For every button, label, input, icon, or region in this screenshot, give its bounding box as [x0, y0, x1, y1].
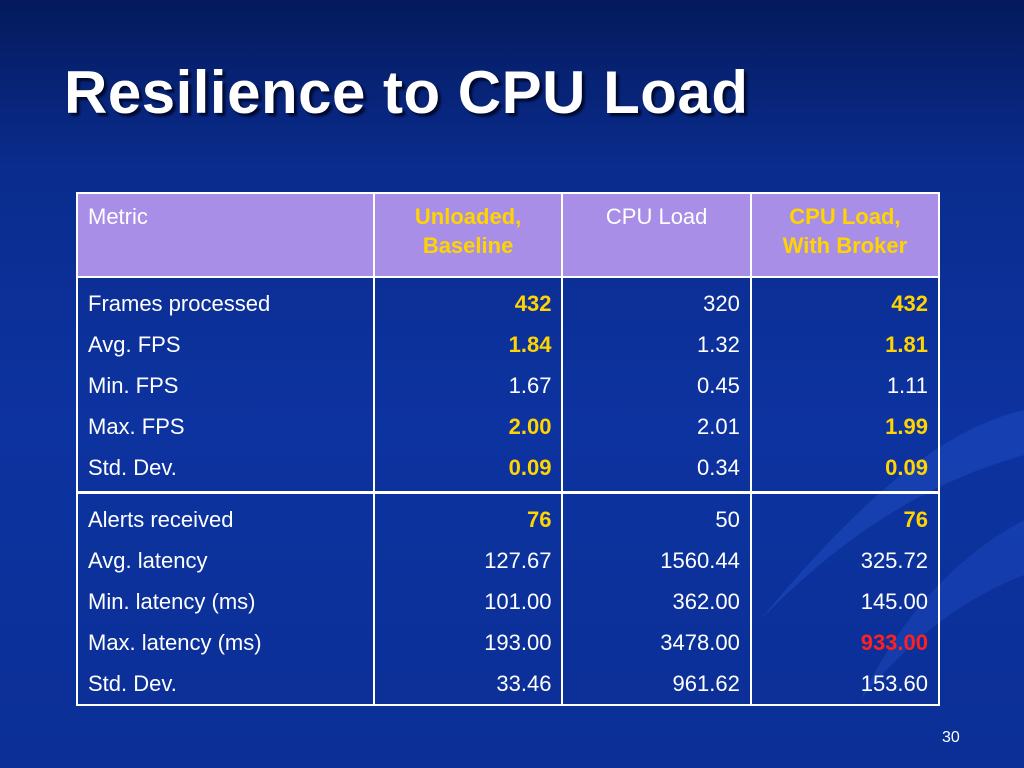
- cell-with-broker: 325.72: [749, 540, 941, 581]
- table-row: Alerts received 76 50 76: [76, 492, 941, 540]
- row-label: Avg. latency: [76, 540, 375, 581]
- table-group-frames: Frames processed 432 320 432 Avg. FPS 1.…: [76, 277, 941, 494]
- cell-unloaded: 1.84: [372, 324, 564, 365]
- row-label: Alerts received: [76, 492, 375, 540]
- cell-unloaded: 1.67: [372, 365, 564, 406]
- cell-unloaded: 193.00: [372, 622, 564, 663]
- table-row: Max. FPS 2.00 2.01 1.99: [76, 406, 941, 447]
- cell-unloaded: 127.67: [372, 540, 564, 581]
- row-label: Min. FPS: [76, 365, 375, 406]
- cell-unloaded: 76: [372, 492, 564, 540]
- table-row: Std. Dev. 0.09 0.34 0.09: [76, 447, 941, 494]
- table-row: Frames processed 432 320 432: [76, 277, 941, 324]
- row-label: Std. Dev.: [76, 447, 375, 494]
- cell-cpu-load: 320: [561, 277, 752, 324]
- cell-unloaded: 432: [372, 277, 564, 324]
- table-group-alerts: Alerts received 76 50 76 Avg. latency 12…: [76, 492, 941, 705]
- cell-cpu-load: 50: [561, 492, 752, 540]
- header-cpu-load: CPU Load: [561, 193, 752, 278]
- cell-with-broker: 153.60: [749, 663, 941, 705]
- table-row: Avg. FPS 1.84 1.32 1.81: [76, 324, 941, 365]
- cell-cpu-load: 2.01: [561, 406, 752, 447]
- table-row: Min. FPS 1.67 0.45 1.11: [76, 365, 941, 406]
- cell-unloaded: 33.46: [372, 663, 564, 705]
- cell-with-broker: 145.00: [749, 581, 941, 622]
- header-unloaded-baseline: Unloaded, Baseline: [372, 193, 564, 278]
- cell-with-broker: 933.00: [749, 622, 941, 663]
- page-number: 30: [942, 729, 960, 746]
- row-label: Frames processed: [76, 277, 375, 324]
- cell-with-broker: 1.99: [749, 406, 941, 447]
- header-metric: Metric: [76, 193, 375, 278]
- cell-unloaded: 101.00: [372, 581, 564, 622]
- cell-unloaded: 0.09: [372, 447, 564, 494]
- cell-with-broker: 1.11: [749, 365, 941, 406]
- header-cpu-load-with-broker-label: CPU Load, With Broker: [782, 204, 908, 258]
- table-row: Avg. latency 127.67 1560.44 325.72: [76, 540, 941, 581]
- header-cpu-load-with-broker: CPU Load, With Broker: [749, 193, 941, 278]
- cell-cpu-load: 961.62: [561, 663, 752, 705]
- row-label: Avg. FPS: [76, 324, 375, 365]
- header-unloaded-baseline-label: Unloaded, Baseline: [414, 204, 522, 258]
- cell-cpu-load: 0.34: [561, 447, 752, 494]
- cell-cpu-load: 1.32: [561, 324, 752, 365]
- row-label: Max. latency (ms): [76, 622, 375, 663]
- row-label: Max. FPS: [76, 406, 375, 447]
- table-row: Std. Dev. 33.46 961.62 153.60: [76, 663, 941, 705]
- row-label: Min. latency (ms): [76, 581, 375, 622]
- cell-cpu-load: 0.45: [561, 365, 752, 406]
- cell-with-broker: 0.09: [749, 447, 941, 494]
- table-row: Max. latency (ms) 193.00 3478.00 933.00: [76, 622, 941, 663]
- metrics-table: Metric Unloaded, Baseline CPU Load CPU L…: [76, 192, 941, 706]
- cell-cpu-load: 3478.00: [561, 622, 752, 663]
- table-header-row: Metric Unloaded, Baseline CPU Load CPU L…: [76, 193, 941, 278]
- table-row: Min. latency (ms) 101.00 362.00 145.00: [76, 581, 941, 622]
- cell-unloaded: 2.00: [372, 406, 564, 447]
- row-label: Std. Dev.: [76, 663, 375, 705]
- cell-with-broker: 432: [749, 277, 941, 324]
- cell-cpu-load: 362.00: [561, 581, 752, 622]
- slide-title: Resilience to CPU Load: [64, 59, 749, 126]
- cell-with-broker: 1.81: [749, 324, 941, 365]
- cell-cpu-load: 1560.44: [561, 540, 752, 581]
- cell-with-broker: 76: [749, 492, 941, 540]
